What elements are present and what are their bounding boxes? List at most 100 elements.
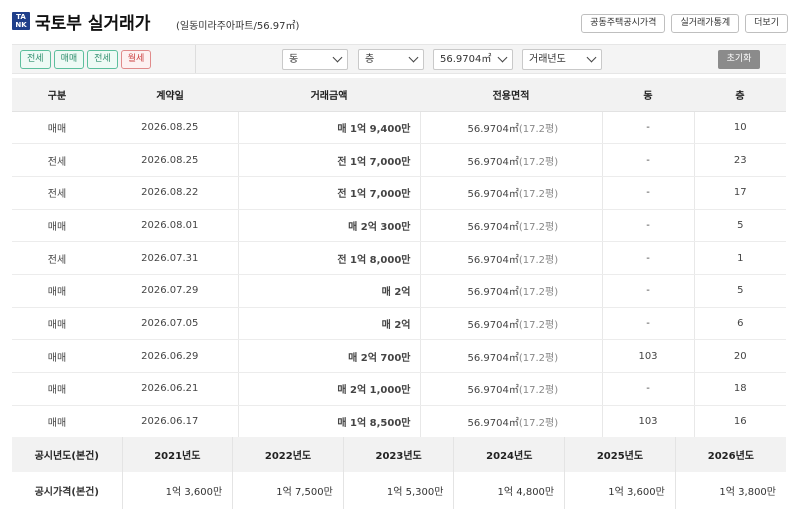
trade-price: 매 2억 [237,274,420,308]
trade-price: 매 1억 8,500만 [237,405,420,439]
exclusive-area: 56.9704㎡(17.2평) [419,405,602,439]
filter-bar: 전세 매매 전세 월세 동 층 56.9704㎡ 거래년도 초기화 [12,44,786,74]
table-row[interactable]: 매매 2026.06.17 매 1억 8,500만 56.9704㎡(17.2평) 10… [12,405,786,439]
table-row[interactable]: 매매 2026.06.21 매 2억 1,000만 56.9704㎡(17.2평) -1… [12,372,786,406]
contract-date: 2026.06.17 [102,405,238,439]
trade-type: 전세 [12,176,102,210]
area-pyeong: (17.2평) [518,123,559,135]
building-dong: - [601,111,694,145]
col-dong[interactable]: 동 [602,78,694,112]
contract-date: 2026.08.25 [102,111,238,145]
exclusive-area: 56.9704㎡(17.2평) [419,241,602,275]
table-row[interactable]: 전세 2026.08.25 전 1억 7,000만 56.9704㎡(17.2평) -2… [12,143,786,177]
col-price[interactable]: 거래금액 [238,78,420,112]
chip-wolse[interactable]: 월세 [120,50,152,69]
trade-type: 매매 [12,405,102,439]
dong-select[interactable]: 동 [282,49,348,70]
area-value: 56.9704㎡ [467,156,519,168]
floor-number: 23 [693,143,786,177]
exclusive-area: 56.9704㎡(17.2평) [419,274,602,308]
area-pyeong: (17.2평) [518,221,559,233]
public-price-button[interactable]: 공동주택공시가격 [581,14,666,33]
area-select[interactable]: 56.9704㎡ [433,49,513,70]
exclusive-area: 56.9704㎡(17.2평) [419,339,602,373]
floor-number: 16 [693,405,786,439]
exclusive-area: 56.9704㎡(17.2평) [419,372,602,406]
floor-number: 18 [693,372,786,406]
area-value: 56.9704㎡ [467,352,519,364]
area-value: 56.9704㎡ [467,385,519,397]
building-dong: - [601,307,694,341]
chevron-down-icon [408,52,419,63]
contract-date: 2026.08.01 [102,209,238,243]
building-dong: 103 [601,339,694,373]
reset-button[interactable]: 초기화 [718,50,760,69]
area-pyeong: (17.2평) [518,352,559,364]
year-select[interactable]: 거래년도 [522,49,602,70]
area-value: 56.9704㎡ [467,254,519,266]
official-price: 1억 5,300만 [342,472,454,509]
building-dong: - [601,274,694,308]
col-date[interactable]: 계약일 [102,78,238,112]
official-price: 1억 7,500만 [232,472,344,509]
page-title: 국토부 실거래가 [35,14,151,34]
tank-logo-icon: TA NK [12,12,30,30]
official-year-row: 공시년도(본건) 2021년도 2022년도 2023년도 2024년도 202… [12,437,786,472]
trade-type-chips: 전세 매매 전세 월세 [20,50,152,69]
trade-stats-button[interactable]: 실거래가통계 [671,14,740,33]
contract-date: 2026.07.05 [102,307,238,341]
official-price: 1억 3,800만 [674,472,786,509]
table-row[interactable]: 매매 2026.07.29 매 2억 56.9704㎡(17.2평) -5 [12,274,786,308]
area-value: 56.9704㎡ [467,319,519,331]
official-price: 1억 3,600만 [121,472,233,509]
area-pyeong: (17.2평) [518,319,559,331]
floor-number: 5 [693,209,786,243]
trade-price: 매 1억 9,400만 [237,111,420,145]
floor-select[interactable]: 층 [358,49,424,70]
trade-type: 매매 [12,372,102,406]
table-row[interactable]: 매매 2026.08.25 매 1억 9,400만 56.9704㎡(17.2평) -1… [12,111,786,145]
col-area[interactable]: 전용면적 [420,78,602,112]
official-price: 1억 3,600만 [564,472,676,509]
header-buttons: 공동주택공시가격 실거래가통계 더보기 [581,14,788,33]
official-price-label: 공시가격(본건) [12,472,122,509]
exclusive-area: 56.9704㎡(17.2평) [419,176,602,210]
table-row[interactable]: 전세 2026.07.31 전 1억 8,000만 56.9704㎡(17.2평) -1 [12,241,786,275]
area-value: 56.9704㎡ [467,189,519,201]
official-price-row: 공시가격(본건) 1억 3,600만 1억 7,500만 1억 5,300만 1… [12,472,786,509]
table-row[interactable]: 매매 2026.07.05 매 2억 56.9704㎡(17.2평) -6 [12,307,786,341]
contract-date: 2026.08.25 [102,143,238,177]
table-header-row: 구분 계약일 거래금액 전용면적 동 층 [12,78,786,112]
official-year: 2024년도 [453,437,565,472]
official-year: 2026년도 [674,437,786,472]
trade-type: 전세 [12,143,102,177]
chip-maemae[interactable]: 매매 [53,50,85,69]
table-row[interactable]: 매매 2026.06.29 매 2억 700만 56.9704㎡(17.2평) 103 2… [12,339,786,373]
col-floor[interactable]: 층 [694,78,786,112]
chip-jeonse-2[interactable]: 전세 [87,50,118,69]
exclusive-area: 56.9704㎡(17.2평) [419,143,602,177]
floor-number: 10 [693,111,786,145]
dong-select-value: 동 [289,54,299,65]
floor-number: 17 [693,176,786,210]
more-button[interactable]: 더보기 [745,14,788,33]
floor-number: 1 [693,241,786,275]
table-row[interactable]: 전세 2026.08.22 전 1억 7,000만 56.9704㎡(17.2평) -1… [12,176,786,210]
chevron-down-icon [332,52,343,63]
floor-select-value: 층 [365,54,375,65]
trade-type: 매매 [12,307,102,341]
col-type[interactable]: 구분 [12,78,102,112]
area-value: 56.9704㎡ [467,418,519,430]
trade-table: 구분 계약일 거래금액 전용면적 동 층 매매 2026.08.25 매 1억 9,… [12,78,786,439]
table-row[interactable]: 매매 2026.08.01 매 2억 300만 56.9704㎡(17.2평) -5 [12,209,786,243]
official-year: 2021년도 [121,437,233,472]
trade-price: 전 1억 7,000만 [237,176,420,210]
building-dong: - [601,143,694,177]
area-value: 56.9704㎡ [467,123,519,135]
chip-jeonse-1[interactable]: 전세 [20,50,51,69]
official-price: 1억 4,800만 [453,472,565,509]
area-pyeong: (17.2평) [518,418,559,430]
official-price-table: 공시년도(본건) 2021년도 2022년도 2023년도 2024년도 202… [12,437,786,509]
official-year: 2025년도 [564,437,676,472]
contract-date: 2026.07.31 [102,241,238,275]
